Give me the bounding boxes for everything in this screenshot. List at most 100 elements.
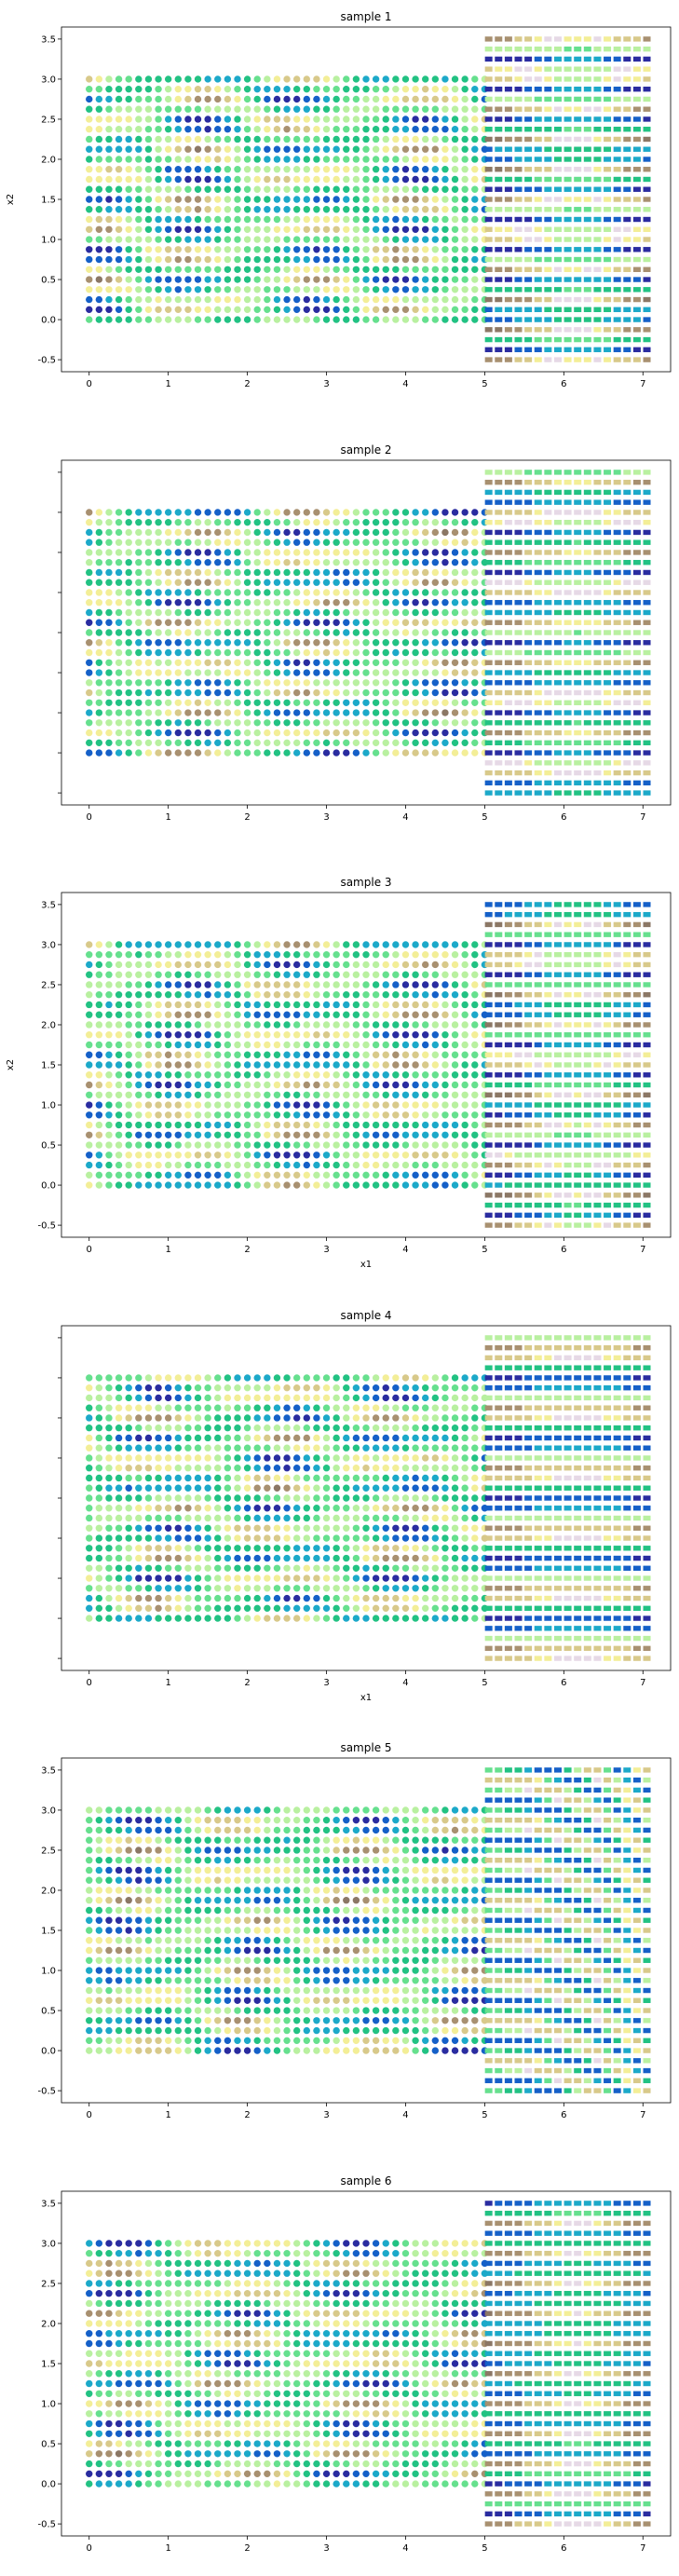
data-point <box>164 961 172 969</box>
data-point <box>623 307 631 313</box>
data-point <box>583 529 591 536</box>
data-point <box>593 237 602 242</box>
data-point <box>322 135 331 143</box>
data-point <box>273 518 281 526</box>
data-point <box>583 780 591 786</box>
data-point <box>322 1101 331 1109</box>
data-point <box>174 1081 182 1089</box>
data-point <box>292 1081 301 1089</box>
data-point <box>174 1141 182 1149</box>
data-point <box>86 1161 93 1169</box>
data-point <box>534 277 542 282</box>
data-point <box>243 1152 251 1159</box>
data-point <box>125 688 132 697</box>
data-point <box>95 225 103 233</box>
chart-title: sample 4 <box>340 1309 391 1322</box>
data-point <box>471 599 479 607</box>
data-point <box>553 1042 562 1048</box>
data-point <box>362 568 370 577</box>
data-point <box>352 1011 360 1018</box>
data-point <box>273 941 281 948</box>
data-point <box>583 550 591 555</box>
data-point <box>623 1032 631 1038</box>
data-point <box>144 286 153 293</box>
data-point <box>362 185 370 193</box>
data-point <box>214 549 222 556</box>
data-point <box>253 306 261 314</box>
data-point <box>224 1061 232 1069</box>
data-point <box>534 740 542 746</box>
data-point <box>343 518 350 526</box>
data-point <box>105 1061 113 1069</box>
data-point <box>412 1171 419 1179</box>
data-point <box>313 266 320 273</box>
data-point <box>524 740 533 746</box>
x-tick-label: 3 <box>323 812 329 823</box>
data-point <box>593 266 602 272</box>
data-point <box>343 509 350 516</box>
data-point <box>461 1011 469 1018</box>
data-point <box>352 1181 360 1189</box>
data-point <box>224 246 232 253</box>
data-point <box>352 196 360 203</box>
data-point <box>564 609 572 616</box>
data-point <box>514 1193 523 1198</box>
data-point <box>224 719 232 727</box>
data-point <box>174 1152 182 1159</box>
data-point <box>292 639 301 647</box>
data-point <box>372 1081 380 1089</box>
data-point <box>95 175 103 184</box>
data-point <box>643 347 651 353</box>
data-point <box>135 1101 143 1109</box>
data-point <box>155 659 162 666</box>
data-point <box>253 135 261 143</box>
data-point <box>471 196 479 203</box>
data-point <box>495 106 503 112</box>
data-point <box>333 629 340 636</box>
data-point <box>115 549 123 556</box>
data-point <box>292 236 301 243</box>
data-point <box>234 1051 241 1058</box>
data-point <box>623 176 631 183</box>
data-point <box>105 1524 113 1532</box>
data-point <box>164 1011 172 1018</box>
data-point <box>283 1021 291 1029</box>
data-point <box>313 538 320 546</box>
data-point <box>224 1041 232 1049</box>
data-point <box>534 1193 542 1198</box>
data-point <box>174 599 182 607</box>
data-point <box>583 921 591 928</box>
data-point <box>164 105 172 113</box>
data-point <box>322 1061 331 1069</box>
data-point <box>155 1181 162 1189</box>
data-point <box>135 196 143 203</box>
data-point <box>194 648 202 657</box>
data-point <box>431 1041 440 1049</box>
x-tick-label: 1 <box>165 1245 170 1255</box>
data-point <box>283 981 291 988</box>
data-point <box>534 237 542 242</box>
data-point <box>623 579 631 585</box>
data-point <box>441 1061 449 1069</box>
data-point <box>471 1011 479 1018</box>
data-point <box>352 1101 360 1109</box>
data-point <box>484 1082 493 1088</box>
data-point <box>322 719 331 727</box>
data-point <box>264 559 271 566</box>
data-point <box>322 75 331 83</box>
data-point <box>604 247 612 252</box>
data-point <box>392 941 400 948</box>
data-point <box>253 648 261 657</box>
data-point <box>495 86 503 92</box>
data-point <box>534 510 542 515</box>
data-point <box>451 629 459 636</box>
data-point <box>174 538 182 546</box>
data-point <box>362 1061 370 1069</box>
data-point <box>451 1152 459 1159</box>
data-point <box>115 266 123 273</box>
data-point <box>643 1152 651 1158</box>
data-point <box>632 127 641 132</box>
data-point <box>495 1062 503 1068</box>
data-point <box>125 175 132 184</box>
data-point <box>593 649 602 656</box>
